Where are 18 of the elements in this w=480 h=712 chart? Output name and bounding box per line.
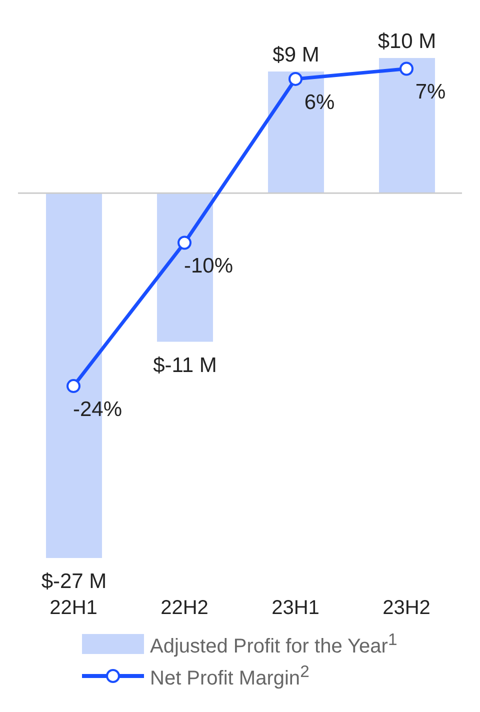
data-label: $9 M	[272, 44, 320, 67]
x-tick-label: 23H2	[382, 597, 430, 620]
data-label: $-11 M	[153, 354, 217, 377]
point	[66, 379, 80, 394]
data-label: -24%	[72, 398, 122, 422]
data-label: $-27 M	[41, 570, 107, 593]
data-label: -10%	[184, 254, 234, 278]
legend-label: Adjusted Profit for the Year$^{1}$	[150, 630, 398, 658]
x-tick-label: 22H2	[160, 597, 208, 620]
point	[400, 62, 414, 76]
legend-label: Net Profit Margin$^{2}$	[150, 662, 310, 690]
data-label: 7%	[415, 80, 446, 104]
x-tick-label: 23H1	[272, 597, 320, 620]
x-tick-label: 22H1	[50, 597, 98, 620]
data-label: $10 M	[378, 30, 436, 53]
point	[288, 72, 302, 86]
data-label: 6%	[304, 90, 335, 114]
point	[178, 236, 192, 250]
